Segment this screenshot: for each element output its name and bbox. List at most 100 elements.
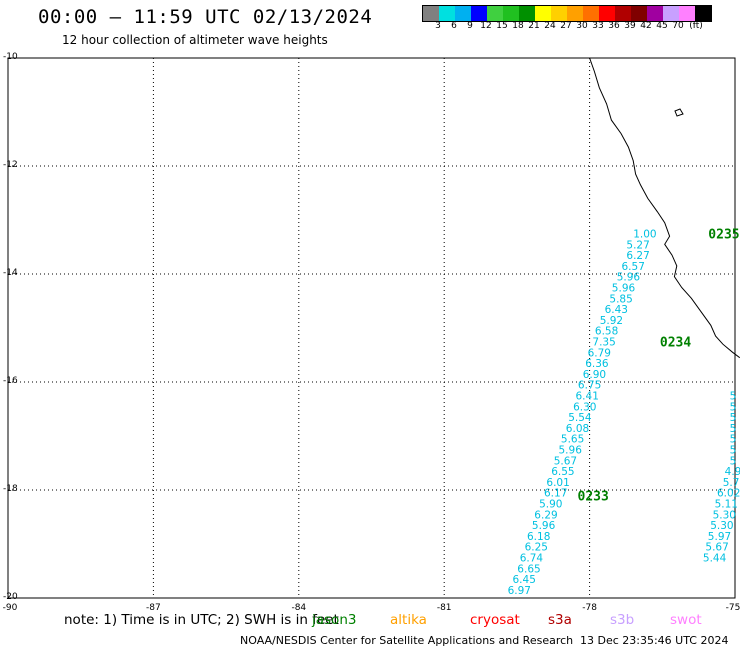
footer-timestamp: 13 Dec 23:35:46 UTC 2024	[580, 634, 729, 647]
wave-height-value: 5	[730, 434, 737, 446]
wave-height-value: 1.00	[633, 229, 656, 241]
pass-time-label: 0234	[660, 336, 691, 351]
legend-satellite-cryosat: cryosat	[470, 612, 520, 628]
wave-height-value: 5	[730, 445, 737, 457]
wave-height-value: 6.36	[585, 358, 609, 370]
color-scale-swatch	[487, 6, 503, 21]
color-scale-label: 42	[640, 21, 652, 31]
color-scale-swatch	[535, 6, 551, 21]
color-scale-label: 21	[528, 21, 540, 31]
latitude-label: -18	[3, 484, 18, 494]
color-scale-label: 24	[544, 21, 556, 31]
legend-note: note: 1) Time is in UTC; 2) SWH is in fe…	[64, 612, 339, 628]
wave-height-value: 6.65	[517, 563, 540, 575]
wave-height-value: 5.97	[708, 531, 731, 543]
wave-height-value: 5.30	[710, 520, 733, 532]
wave-height-value: 6.18	[527, 531, 550, 543]
wave-height-value: 7.35	[592, 337, 615, 349]
wave-height-value: 6.90	[583, 369, 606, 381]
color-scale-label: 18	[512, 21, 524, 31]
color-scale-label: 3	[435, 21, 441, 31]
wave-height-value: 5.65	[561, 434, 584, 446]
wave-height-value: 6.30	[573, 401, 596, 413]
color-scale-label: 6	[451, 21, 457, 31]
legend-satellite-jason3: jason3	[312, 612, 357, 628]
wave-height-value: 5	[730, 423, 737, 435]
island-outline	[674, 108, 684, 117]
color-scale-swatch	[423, 6, 439, 21]
wave-height-value: 6.97	[508, 585, 531, 597]
pass-time-label: 0233	[578, 489, 609, 504]
longitude-label: -90	[2, 603, 18, 613]
map-frame	[7, 57, 736, 599]
color-scale-label: 39	[624, 21, 636, 31]
latitude-label: -10	[3, 52, 18, 62]
wave-height-value: 6.79	[588, 347, 611, 359]
color-scale-swatch	[439, 6, 455, 21]
color-scale-label: 45	[656, 21, 668, 31]
coastline	[589, 57, 740, 359]
wave-height-value: 6.57	[622, 261, 645, 273]
wave-height-value: 5.44	[703, 553, 727, 565]
wave-height-value: 5.96	[559, 445, 583, 457]
color-scale-label: 12	[480, 21, 492, 31]
wave-height-value: 5.30	[713, 509, 736, 521]
color-scale-label: 33	[592, 21, 604, 31]
legend-satellite-s3a: s3a	[548, 612, 572, 628]
wave-height-value: 5	[730, 412, 737, 424]
color-scale-swatch	[647, 6, 663, 21]
map-border	[7, 57, 736, 599]
wave-height-value: 5	[730, 391, 737, 403]
wave-height-value: 6.02	[717, 488, 740, 500]
color-scale-swatch	[695, 6, 711, 21]
wave-height-value: 5.96	[617, 272, 641, 284]
latitude-label: -20	[3, 592, 18, 602]
color-scale-swatch	[631, 6, 647, 21]
latitude-label: -12	[3, 160, 18, 170]
color-scale-labels: 3 6 9 12 15 18 21 24 27 30 33 36 39 42 45 70 (ft)	[422, 21, 740, 33]
wave-height-value: 6.08	[566, 423, 589, 435]
color-scale-label: 30	[576, 21, 588, 31]
longitude-label: -84	[291, 603, 307, 613]
color-scale-swatch	[567, 6, 583, 21]
pass-time-label: 0235	[708, 228, 739, 243]
color-scale-label: 9	[467, 21, 473, 31]
map-subtitle: 12 hour collection of altimeter wave hei…	[62, 33, 328, 47]
wave-height-value: 5.90	[539, 499, 562, 511]
legend-satellite-s3b: s3b	[610, 612, 635, 628]
wave-height-value: 5.67	[554, 455, 577, 467]
wave-height-value: 6.25	[525, 542, 548, 554]
color-scale-swatch	[615, 6, 631, 21]
legend-satellite-altika: altika	[390, 612, 427, 628]
wave-height-value: 5.7	[723, 477, 740, 489]
color-scale-swatch	[599, 6, 615, 21]
color-scale-swatch	[519, 6, 535, 21]
color-scale-unit: (ft)	[689, 21, 703, 31]
wave-height-value: 5.85	[609, 293, 632, 305]
longitude-label: -87	[146, 603, 161, 613]
color-scale-swatch	[551, 6, 567, 21]
legend-satellite-swot: swot	[670, 612, 702, 628]
wave-height-value: 5.96	[612, 283, 636, 295]
wave-height-value: 6.01	[546, 477, 569, 489]
color-scale-swatch	[663, 6, 679, 21]
wave-height-value: 6.55	[551, 466, 574, 478]
wave-height-value: 5.92	[600, 315, 623, 327]
altimeter-tracks: 1.005.276.276.575.965.965.856.435.926.58…	[508, 229, 740, 597]
wave-height-value: 5.96	[532, 520, 556, 532]
color-scale-swatch	[503, 6, 519, 21]
longitude-label: -78	[582, 603, 597, 613]
wave-height-value: 4.9	[725, 466, 740, 478]
color-scale-label: 70	[672, 21, 684, 31]
wave-height-value: 5	[730, 401, 737, 413]
wave-height-value: 5.27	[626, 239, 649, 251]
wave-height-value: 5.11	[715, 499, 738, 511]
latitude-label: -14	[3, 268, 18, 278]
graticule	[8, 58, 735, 598]
wave-height-value: 5	[730, 455, 737, 467]
wave-height-value: 6.45	[513, 574, 536, 586]
wave-height-value: 6.43	[605, 304, 628, 316]
color-scale-swatch	[455, 6, 471, 21]
color-scale-label: 27	[560, 21, 572, 31]
